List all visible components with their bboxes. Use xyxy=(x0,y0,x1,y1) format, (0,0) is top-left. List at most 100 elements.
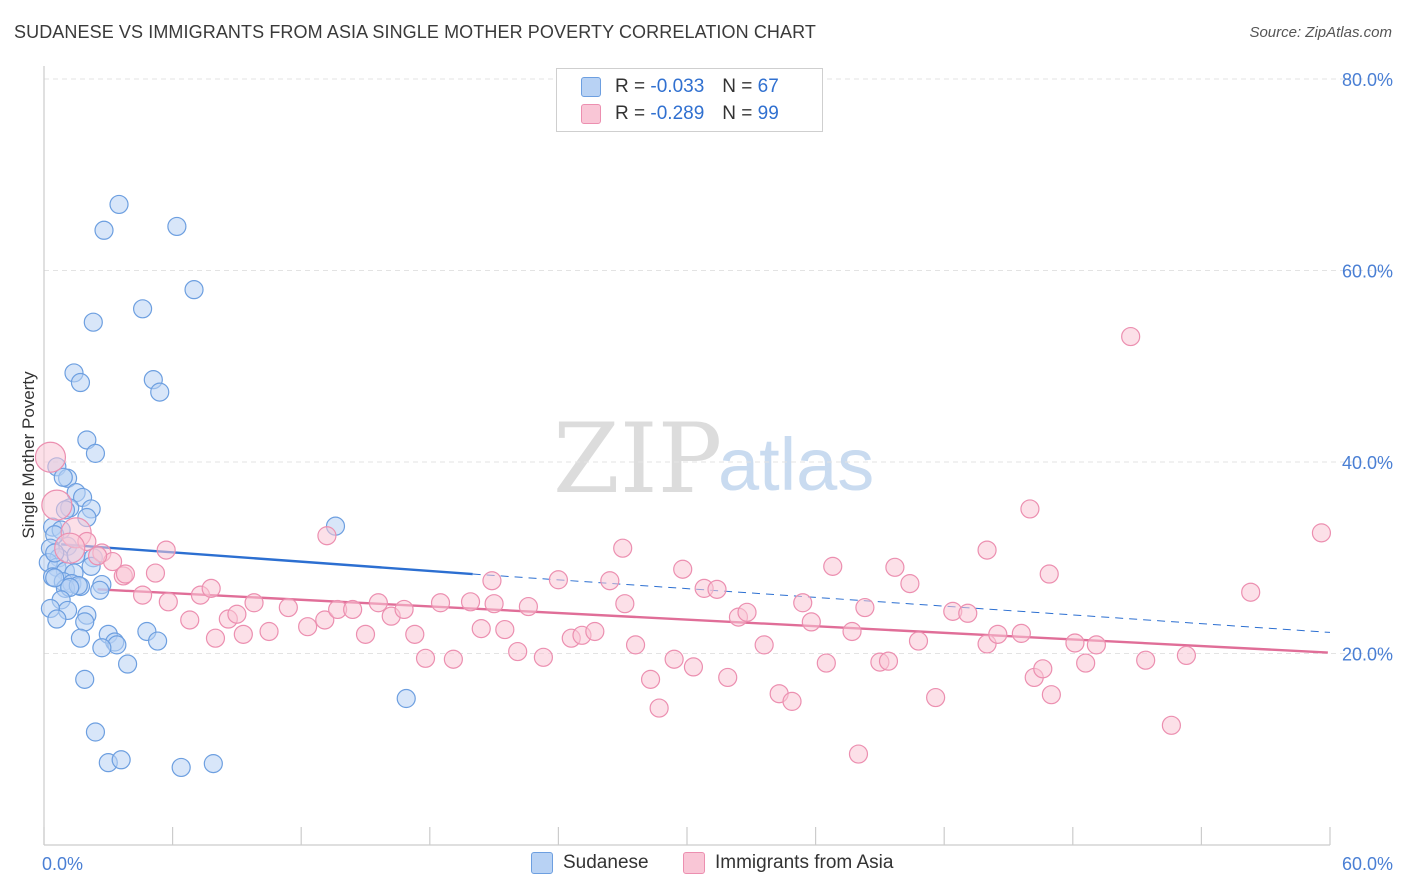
data-point-asia xyxy=(625,635,646,655)
data-point-asia xyxy=(460,592,481,612)
legend-swatch-sudanese xyxy=(531,852,553,874)
data-point-sudanese xyxy=(85,443,106,463)
data-point-sudanese xyxy=(70,372,91,393)
data-point-asia xyxy=(900,574,920,594)
chart-source: Source: ZipAtlas.com xyxy=(1249,24,1392,41)
data-point-asia xyxy=(508,641,528,662)
watermark-atlas: atlas xyxy=(718,423,874,506)
data-point-asia xyxy=(443,649,463,669)
data-point-sudanese xyxy=(94,220,114,240)
data-point-asia xyxy=(355,624,376,644)
data-point-asia xyxy=(855,597,875,618)
data-point-asia xyxy=(484,594,504,614)
data-point-sudanese xyxy=(70,628,91,648)
data-point-asia xyxy=(737,602,757,622)
y-tick-label: 80.0% xyxy=(1342,70,1393,90)
data-point-asia xyxy=(533,647,553,667)
data-point-asia xyxy=(1121,326,1141,347)
legend-n-label: N = xyxy=(722,76,753,97)
legend-label-sudanese: Sudanese xyxy=(563,852,649,873)
data-point-asia xyxy=(1136,650,1156,670)
data-point-sudanese xyxy=(90,580,110,600)
watermark-zip: ZIP xyxy=(553,403,722,515)
data-point-asia xyxy=(1076,653,1096,673)
y-tick-label: 60.0% xyxy=(1342,262,1393,282)
trend-line-asia xyxy=(97,588,1328,654)
data-point-asia xyxy=(132,585,153,605)
data-point-asia xyxy=(585,621,605,642)
series-legend: Sudanese Immigrants from Asia xyxy=(0,852,1406,878)
legend-n-label: N = xyxy=(722,103,753,124)
legend-n-value: 67 xyxy=(757,76,779,97)
data-point-asia xyxy=(793,593,813,613)
data-point-asia xyxy=(368,593,388,613)
data-point-sudanese xyxy=(171,757,191,778)
data-point-asia xyxy=(926,687,946,708)
data-point-asia xyxy=(315,610,335,630)
data-point-sudanese xyxy=(184,280,204,300)
data-point-asia xyxy=(718,667,738,688)
data-point-asia xyxy=(317,526,337,546)
legend-r-label: R = xyxy=(615,76,646,97)
data-point-sudanese xyxy=(92,638,112,658)
x-tick-label: 60.0% xyxy=(1342,854,1393,874)
data-point-asia xyxy=(343,599,363,620)
y-tick-label: 40.0% xyxy=(1342,453,1393,473)
data-point-asia xyxy=(683,657,704,677)
data-point-asia xyxy=(430,593,451,613)
legend-r-value: -0.289 xyxy=(650,103,705,124)
data-point-asia xyxy=(600,571,620,591)
data-point-asia xyxy=(988,624,1008,644)
data-point-asia xyxy=(471,619,491,639)
y-axis-label: Single Mother Poverty xyxy=(19,371,38,539)
data-point-asia xyxy=(782,691,802,711)
legend-label-asia: Immigrants from Asia xyxy=(715,852,894,873)
data-point-asia xyxy=(673,559,693,579)
legend-r-value: -0.033 xyxy=(650,76,705,97)
data-point-asia xyxy=(518,596,538,617)
data-point-sudanese xyxy=(109,194,129,215)
legend-n-value: 99 xyxy=(757,103,779,124)
data-point-asia xyxy=(548,570,569,590)
data-point-asia xyxy=(482,571,502,591)
grid xyxy=(44,78,1394,654)
legend-row-sudanese: R = -0.033 N = 67 xyxy=(581,74,779,100)
data-point-asia xyxy=(1020,499,1040,519)
data-point-asia xyxy=(405,624,425,644)
data-point-sudanese xyxy=(396,688,416,709)
data-point-asia xyxy=(54,532,86,564)
data-point-sudanese xyxy=(150,382,170,402)
data-point-asia xyxy=(34,441,67,473)
data-point-asia xyxy=(415,648,436,668)
x-tick-labels: 0.0% 60.0% xyxy=(42,854,1393,874)
data-point-sudanese xyxy=(167,216,187,237)
data-point-asia xyxy=(156,540,176,560)
data-point-asia xyxy=(87,546,108,566)
data-point-asia xyxy=(278,597,298,618)
data-point-asia xyxy=(201,578,221,598)
data-point-asia xyxy=(1176,645,1196,666)
data-point-asia xyxy=(842,621,862,642)
data-point-asia xyxy=(1039,564,1059,584)
data-point-asia xyxy=(145,563,166,583)
data-point-asia xyxy=(158,592,178,612)
data-point-asia xyxy=(1311,523,1332,543)
data-points xyxy=(34,194,1332,778)
data-point-sudanese xyxy=(75,669,95,689)
data-point-sudanese xyxy=(132,299,153,319)
data-point-asia xyxy=(1011,623,1031,643)
data-point-asia xyxy=(848,744,869,764)
data-point-asia xyxy=(298,617,318,637)
data-point-sudanese xyxy=(203,754,223,774)
y-tick-labels: 20.0% 40.0% 60.0% 80.0% xyxy=(1342,70,1393,665)
data-point-asia xyxy=(41,489,73,521)
watermark: ZIP atlas xyxy=(553,403,874,515)
data-point-sudanese xyxy=(85,722,106,742)
data-point-asia xyxy=(640,669,661,689)
data-point-sudanese xyxy=(147,631,168,651)
data-point-asia xyxy=(1033,659,1053,679)
data-point-asia xyxy=(233,624,253,644)
legend-swatch-sudanese xyxy=(581,77,601,97)
data-point-asia xyxy=(1161,715,1181,735)
data-point-asia xyxy=(394,599,414,620)
